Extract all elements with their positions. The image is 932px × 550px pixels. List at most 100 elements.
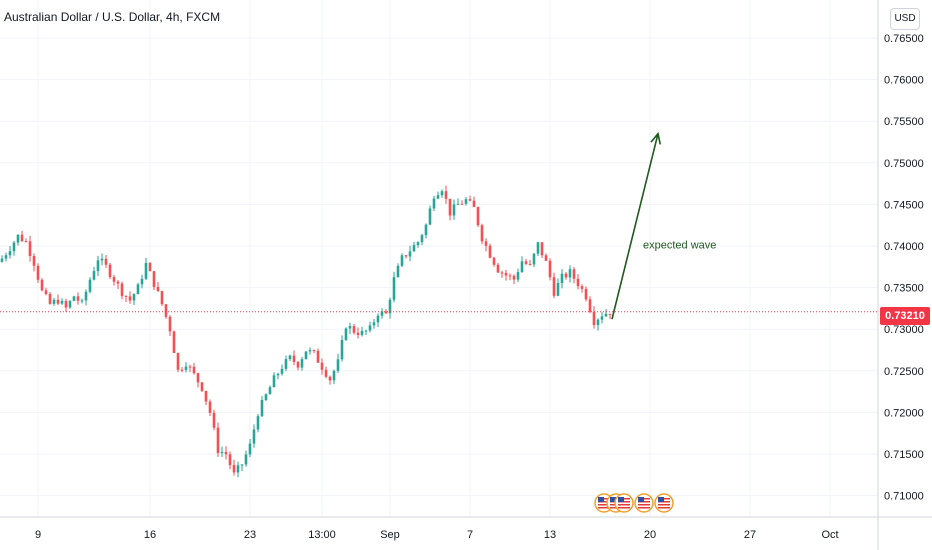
arrow-shaft [611, 133, 659, 320]
chart-annotations: expected wave [643, 239, 716, 251]
price-tick-label: 0.71500 [884, 449, 924, 461]
time-tick-label: 9 [35, 529, 41, 541]
candle-body [272, 375, 276, 388]
candle-body [496, 264, 500, 273]
time-tick-label: 7 [467, 529, 473, 541]
us-flag-event-icon[interactable] [634, 493, 654, 513]
candle-body [312, 350, 316, 352]
candle-body [96, 260, 100, 272]
price-tick-label: 0.75500 [884, 116, 924, 128]
candle-body [344, 328, 348, 341]
annotation-text: expected wave [643, 239, 716, 251]
candle-body [368, 325, 372, 331]
candle-body [392, 277, 396, 300]
candle-body [512, 275, 516, 280]
candle-body [436, 195, 440, 199]
candle-body [152, 271, 156, 287]
current-price-badge: 0.73210 [880, 307, 930, 325]
candle-body [292, 355, 296, 362]
price-tick-label: 0.73000 [884, 324, 924, 336]
candle-body [40, 279, 44, 291]
candle-body [108, 264, 112, 277]
price-tick-label: 0.72000 [884, 407, 924, 419]
candle-body [548, 260, 552, 278]
candle-body [604, 313, 608, 317]
candle-body [20, 234, 24, 242]
candle-body [528, 263, 532, 265]
time-tick-label: 23 [244, 529, 256, 541]
candle-body [532, 253, 536, 265]
candle-body [576, 278, 580, 287]
candle-body [260, 399, 264, 417]
candle-body [420, 235, 424, 243]
candle-body [500, 272, 504, 274]
candle-body [48, 293, 52, 304]
candle-body [296, 361, 300, 368]
candle-body [376, 315, 380, 323]
candle-body [444, 191, 448, 199]
candle-body [248, 443, 252, 455]
candle-body [516, 272, 520, 280]
price-tick-label: 0.76500 [884, 33, 924, 45]
candle-body [168, 316, 172, 332]
candle-body [276, 373, 280, 376]
candle-body [504, 272, 508, 276]
candle-body [216, 427, 220, 453]
candle-body [508, 275, 512, 277]
us-flag-event-icon[interactable] [654, 493, 674, 513]
candle-body [524, 261, 528, 264]
economic-events[interactable] [594, 493, 674, 513]
candle-body [380, 311, 384, 316]
candle-body [584, 288, 588, 300]
candle-body [480, 225, 484, 242]
candle-body [536, 242, 540, 254]
candle-body [160, 291, 164, 305]
candle-body [384, 311, 388, 314]
time-tick-label: 16 [144, 529, 156, 541]
candle-body [544, 255, 548, 261]
candle-body [80, 300, 84, 302]
candle-body [432, 198, 436, 209]
expected-wave-arrow [611, 131, 662, 320]
candle-body [400, 255, 404, 266]
candle-body [268, 387, 272, 395]
candle-body [156, 286, 160, 292]
candle-body [572, 269, 576, 279]
candle-body [100, 258, 104, 261]
candle-body [608, 313, 612, 315]
candle-body [144, 262, 148, 279]
candle-body [4, 255, 8, 259]
candle-body [172, 331, 176, 354]
candle-body [348, 326, 352, 329]
price-tick-label: 0.73500 [884, 283, 924, 295]
candle-body [224, 451, 228, 455]
candle-body [316, 350, 320, 363]
candles [0, 185, 612, 478]
candle-body [212, 412, 216, 428]
candle-body [228, 454, 232, 466]
candle-body [28, 241, 32, 256]
candle-body [412, 245, 416, 252]
us-flag-event-icon[interactable] [614, 493, 634, 513]
time-axis[interactable]: 9 16 23 13:00 Sep 7 13 20 27 Oct [0, 516, 932, 541]
candle-body [280, 368, 284, 374]
price-tick-label: 0.74000 [884, 241, 924, 253]
candle-body [256, 416, 260, 430]
candle-body [356, 332, 360, 335]
candle-body [68, 300, 72, 308]
price-axis[interactable]: 0.76500 0.76000 0.75500 0.75000 0.74500 0.740… [877, 0, 924, 550]
candle-body [32, 255, 36, 266]
candle-body [36, 265, 40, 280]
candle-body [472, 200, 476, 208]
candle-body [580, 286, 584, 289]
price-tick-label: 0.72500 [884, 366, 924, 378]
currency-unit-button[interactable]: USD [890, 8, 920, 30]
candle-body [520, 261, 524, 273]
candle-body [176, 353, 180, 370]
candle-body [264, 394, 268, 400]
candle-body [592, 311, 596, 326]
time-tick-label: Oct [821, 529, 838, 541]
candle-body [440, 191, 444, 196]
candle-body [340, 340, 344, 360]
